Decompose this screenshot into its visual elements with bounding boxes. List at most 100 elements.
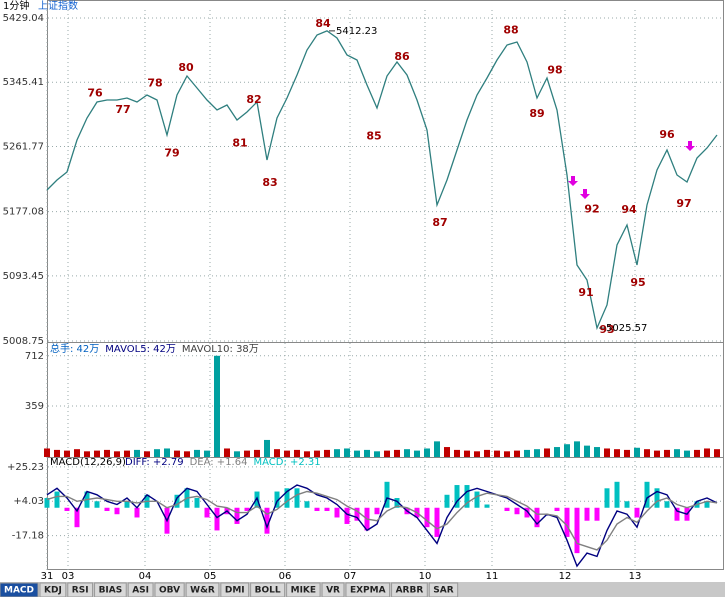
volume-bar [354, 450, 360, 457]
macd-bar [644, 481, 650, 508]
macd-bar [234, 507, 240, 524]
y-tick-label: +4.03 [13, 496, 44, 507]
tab[interactable] [0, 582, 39, 597]
volume-bar [624, 449, 630, 457]
macd-bar [604, 488, 610, 508]
tab-label[interactable]: MIKE [291, 586, 316, 596]
volume-bar [304, 451, 310, 457]
macd-bar [634, 507, 640, 518]
macd-bar [384, 481, 390, 508]
tab[interactable] [345, 582, 391, 597]
tab-label[interactable]: MACD [4, 586, 34, 596]
tab-label[interactable]: BIAS [99, 586, 123, 596]
tab[interactable] [286, 582, 321, 597]
y-tick-label: 5261.77 [3, 142, 44, 153]
wave-label: 77 [115, 103, 130, 116]
macd-bar [524, 507, 530, 518]
volume-bar [264, 439, 270, 457]
tab-label[interactable]: RSI [72, 586, 89, 596]
wave-label: 78 [147, 76, 162, 89]
macd-bar [394, 498, 400, 508]
volume-bar [544, 448, 550, 457]
volume-bar [464, 450, 470, 457]
tab[interactable] [250, 582, 286, 597]
wave-label: 83 [262, 176, 277, 189]
volume-bar [644, 449, 650, 457]
macd-bar [324, 507, 330, 511]
volume-bar [54, 449, 60, 457]
macd-bar [194, 498, 200, 508]
volume-bar [164, 448, 170, 457]
tab-label[interactable]: VR [326, 586, 340, 596]
tab[interactable] [220, 582, 250, 597]
macd-bar [454, 485, 460, 508]
chart-title: 上证指数 [38, 0, 78, 12]
volume-bar [254, 449, 260, 457]
macd-bar [274, 491, 280, 508]
macd-bar [214, 507, 220, 531]
volume-bar [494, 450, 500, 457]
macd-bar [124, 501, 130, 508]
tab[interactable] [127, 582, 154, 597]
tab[interactable] [39, 582, 67, 597]
volume-bar [184, 451, 190, 457]
volume-bar [274, 449, 280, 457]
volume-bar [344, 448, 350, 457]
macd-bar [704, 501, 710, 508]
plot-frame [47, 0, 724, 570]
x-tick-label: 13 [629, 571, 642, 582]
tab-label[interactable]: ARBR [396, 586, 424, 596]
x-tick-label: 31 [41, 571, 54, 582]
legend-entry: MACD: +2.31 [253, 457, 320, 468]
y-tick-label: 5345.41 [3, 77, 44, 88]
macd-bar [564, 507, 570, 537]
tab-label[interactable]: SAR [433, 586, 453, 596]
macd-bar [464, 485, 470, 508]
tab-label[interactable]: DMI [225, 586, 245, 596]
macd-bar [534, 507, 540, 528]
volume-bar [474, 451, 480, 457]
wave-label: 88 [503, 23, 518, 36]
tab-label[interactable]: W&R [190, 586, 215, 596]
macd-bar [574, 507, 580, 554]
tab-label[interactable]: ASI [132, 586, 149, 596]
tab-label[interactable]: EXPMA [350, 586, 386, 596]
signal-arrow [568, 175, 578, 186]
volume-header: 总手: 42万 [50, 342, 99, 355]
tab-label[interactable]: BOLL [255, 586, 281, 596]
tab[interactable] [321, 582, 345, 597]
y-tick-label: 5429.04 [3, 13, 44, 24]
tab[interactable] [94, 582, 127, 597]
x-tick-label: 10 [419, 571, 432, 582]
tab-label[interactable]: KDJ [44, 586, 62, 596]
macd-bar [334, 507, 340, 518]
macd-bar [204, 507, 210, 518]
macd-bar [554, 507, 560, 511]
tab[interactable] [154, 582, 185, 597]
tab-label[interactable]: OBV [159, 586, 180, 596]
tab[interactable] [67, 582, 94, 597]
macd-bar [244, 507, 250, 511]
macd-bar [444, 494, 450, 508]
tab[interactable] [185, 582, 220, 597]
x-tick-label: 03 [62, 571, 75, 582]
volume-bar [144, 451, 150, 457]
volume-bar [414, 450, 420, 457]
wave-label: 84 [315, 17, 331, 30]
wave-label: 81 [232, 136, 247, 149]
wave-label: 95 [630, 276, 645, 289]
volume-bar [504, 451, 510, 457]
macd-bar [434, 507, 440, 537]
volume-bar [174, 450, 180, 457]
volume-bar [434, 441, 440, 457]
tab[interactable] [428, 582, 459, 597]
volume-bar [374, 451, 380, 457]
macd-bar [664, 501, 670, 508]
tab[interactable] [391, 582, 428, 597]
legend-entry: DEA: +1.64 [190, 457, 248, 468]
y-tick-label: 712 [25, 351, 44, 362]
macd-bar [314, 507, 320, 511]
volume-bar [514, 450, 520, 457]
extreme-label: 5025.57 [606, 323, 647, 334]
